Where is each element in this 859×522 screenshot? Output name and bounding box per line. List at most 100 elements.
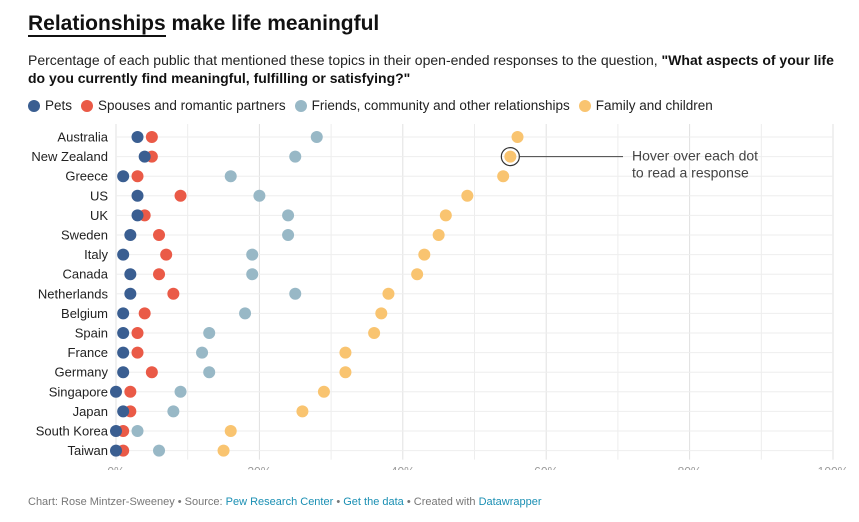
- legend-item-family: Family and children: [578, 98, 713, 113]
- dot-family-sweden[interactable]: [432, 229, 445, 241]
- dot-family-singapore[interactable]: [317, 385, 330, 398]
- dot-spouses-france[interactable]: [131, 346, 144, 359]
- dot-friends-spain[interactable]: [203, 327, 216, 339]
- dot-pets-sweden[interactable]: [124, 229, 137, 241]
- dot-friends-germany[interactable]: [203, 366, 216, 379]
- dot-friends-australia[interactable]: [310, 131, 323, 143]
- legend-dot-spouses: [81, 99, 94, 112]
- dot-family-new-zealand[interactable]: [504, 150, 517, 163]
- country-label: Singapore: [49, 384, 108, 399]
- dot-pets-belgium[interactable]: [117, 307, 130, 320]
- dot-spouses-greece[interactable]: [131, 170, 144, 183]
- dot-pets-germany[interactable]: [117, 366, 130, 379]
- dot-family-france[interactable]: [339, 346, 352, 359]
- dot-friends-france[interactable]: [196, 346, 209, 359]
- dot-family-uk[interactable]: [439, 209, 452, 222]
- dot-pets-japan[interactable]: [117, 405, 130, 418]
- dot-friends-japan[interactable]: [167, 405, 180, 418]
- dot-spouses-singapore[interactable]: [124, 385, 137, 398]
- dot-family-us[interactable]: [461, 189, 474, 202]
- x-tick-label: 20%: [247, 465, 271, 470]
- dot-pets-taiwan[interactable]: [110, 444, 122, 457]
- dot-family-japan[interactable]: [296, 405, 309, 418]
- dot-family-italy[interactable]: [418, 248, 431, 261]
- dot-pets-canada[interactable]: [124, 268, 137, 281]
- footer-sep1: •: [333, 496, 344, 508]
- dot-family-belgium[interactable]: [375, 307, 388, 320]
- chart-footer: Chart: Rose Mintzer-Sweeney • Source: Pe…: [28, 496, 542, 508]
- dot-friends-sweden[interactable]: [282, 229, 295, 241]
- dot-pets-spain[interactable]: [117, 327, 130, 339]
- dot-pets-new-zealand[interactable]: [138, 150, 151, 163]
- dot-friends-singapore[interactable]: [174, 385, 187, 398]
- dot-pets-italy[interactable]: [117, 248, 130, 261]
- country-label: Greece: [65, 169, 108, 184]
- dot-friends-greece[interactable]: [224, 170, 237, 183]
- title-rest: make life meaningful: [165, 12, 380, 35]
- legend-dot-family: [578, 99, 591, 112]
- dot-friends-belgium[interactable]: [239, 307, 252, 320]
- x-tick-label: 60%: [534, 465, 558, 470]
- dot-spouses-germany[interactable]: [145, 366, 158, 379]
- dot-family-south-korea[interactable]: [224, 425, 237, 437]
- title-underlined: Relationships: [28, 12, 166, 37]
- dot-pets-singapore[interactable]: [110, 385, 122, 398]
- dot-pets-netherlands[interactable]: [124, 287, 137, 300]
- x-tick-label: 40%: [391, 465, 415, 470]
- dot-family-canada[interactable]: [411, 268, 424, 281]
- dot-pets-greece[interactable]: [117, 170, 130, 183]
- dot-friends-netherlands[interactable]: [289, 287, 302, 300]
- chart-title: Relationships make life meaningful: [28, 12, 380, 37]
- country-label: Spain: [75, 326, 108, 341]
- country-label: Taiwan: [68, 443, 108, 458]
- dot-spouses-spain[interactable]: [131, 327, 144, 339]
- country-label: New Zealand: [31, 149, 108, 164]
- legend-label-pets: Pets: [45, 98, 73, 113]
- dot-friends-canada[interactable]: [246, 268, 259, 281]
- x-axis-ticks: 0% 20% 40% 60% 80% 100%: [107, 465, 848, 470]
- legend-label-spouses: Spouses and romantic partners: [98, 98, 286, 113]
- dot-family-australia[interactable]: [511, 131, 524, 143]
- subtitle-plain: Percentage of each public that mentioned…: [28, 52, 662, 68]
- legend-item-friends: Friends, community and other relationshi…: [294, 98, 570, 113]
- dot-spouses-netherlands[interactable]: [167, 287, 180, 300]
- dot-plot: Australia New Zealand Greece US UK Sweden Ital…: [31, 124, 849, 470]
- dot-friends-italy[interactable]: [246, 248, 259, 261]
- dot-spouses-australia[interactable]: [145, 131, 158, 143]
- dot-family-spain[interactable]: [368, 327, 381, 339]
- country-labels: Australia New Zealand Greece US UK Sweden Ital…: [31, 130, 108, 459]
- dot-family-taiwan[interactable]: [217, 444, 230, 457]
- dot-pets-france[interactable]: [117, 346, 130, 359]
- country-label: Netherlands: [38, 286, 109, 301]
- dot-pets-south-korea[interactable]: [110, 425, 122, 437]
- data-dots[interactable]: [110, 131, 524, 457]
- footer-prefix: Chart: Rose Mintzer-Sweeney • Source:: [28, 496, 226, 508]
- legend-item-spouses: Spouses and romantic partners: [81, 98, 286, 113]
- grid-lines: [115, 124, 834, 460]
- source-link[interactable]: Pew Research Center: [225, 496, 334, 508]
- annotation-line-2: to read a response: [632, 165, 749, 181]
- dot-pets-australia[interactable]: [131, 131, 144, 143]
- dot-family-greece[interactable]: [497, 170, 510, 183]
- datawrapper-link[interactable]: Datawrapper: [478, 496, 542, 508]
- country-label: Japan: [73, 404, 108, 419]
- dot-family-netherlands[interactable]: [382, 287, 395, 300]
- dot-friends-new-zealand[interactable]: [289, 150, 302, 163]
- dot-friends-taiwan[interactable]: [153, 444, 166, 457]
- country-label: France: [68, 345, 108, 360]
- dot-pets-us[interactable]: [131, 189, 144, 202]
- dot-spouses-belgium[interactable]: [138, 307, 151, 320]
- dot-pets-uk[interactable]: [131, 209, 144, 222]
- country-label: UK: [90, 208, 108, 223]
- chart-subtitle: Percentage of each public that mentioned…: [28, 51, 838, 87]
- dot-friends-us[interactable]: [253, 189, 266, 202]
- dot-friends-uk[interactable]: [282, 209, 295, 222]
- get-data-link[interactable]: Get the data: [343, 496, 404, 508]
- dot-family-germany[interactable]: [339, 366, 352, 379]
- dot-spouses-us[interactable]: [174, 189, 187, 202]
- dot-spouses-canada[interactable]: [153, 268, 166, 281]
- dot-spouses-sweden[interactable]: [153, 229, 166, 241]
- dot-spouses-italy[interactable]: [160, 248, 173, 261]
- dot-friends-south-korea[interactable]: [131, 425, 144, 437]
